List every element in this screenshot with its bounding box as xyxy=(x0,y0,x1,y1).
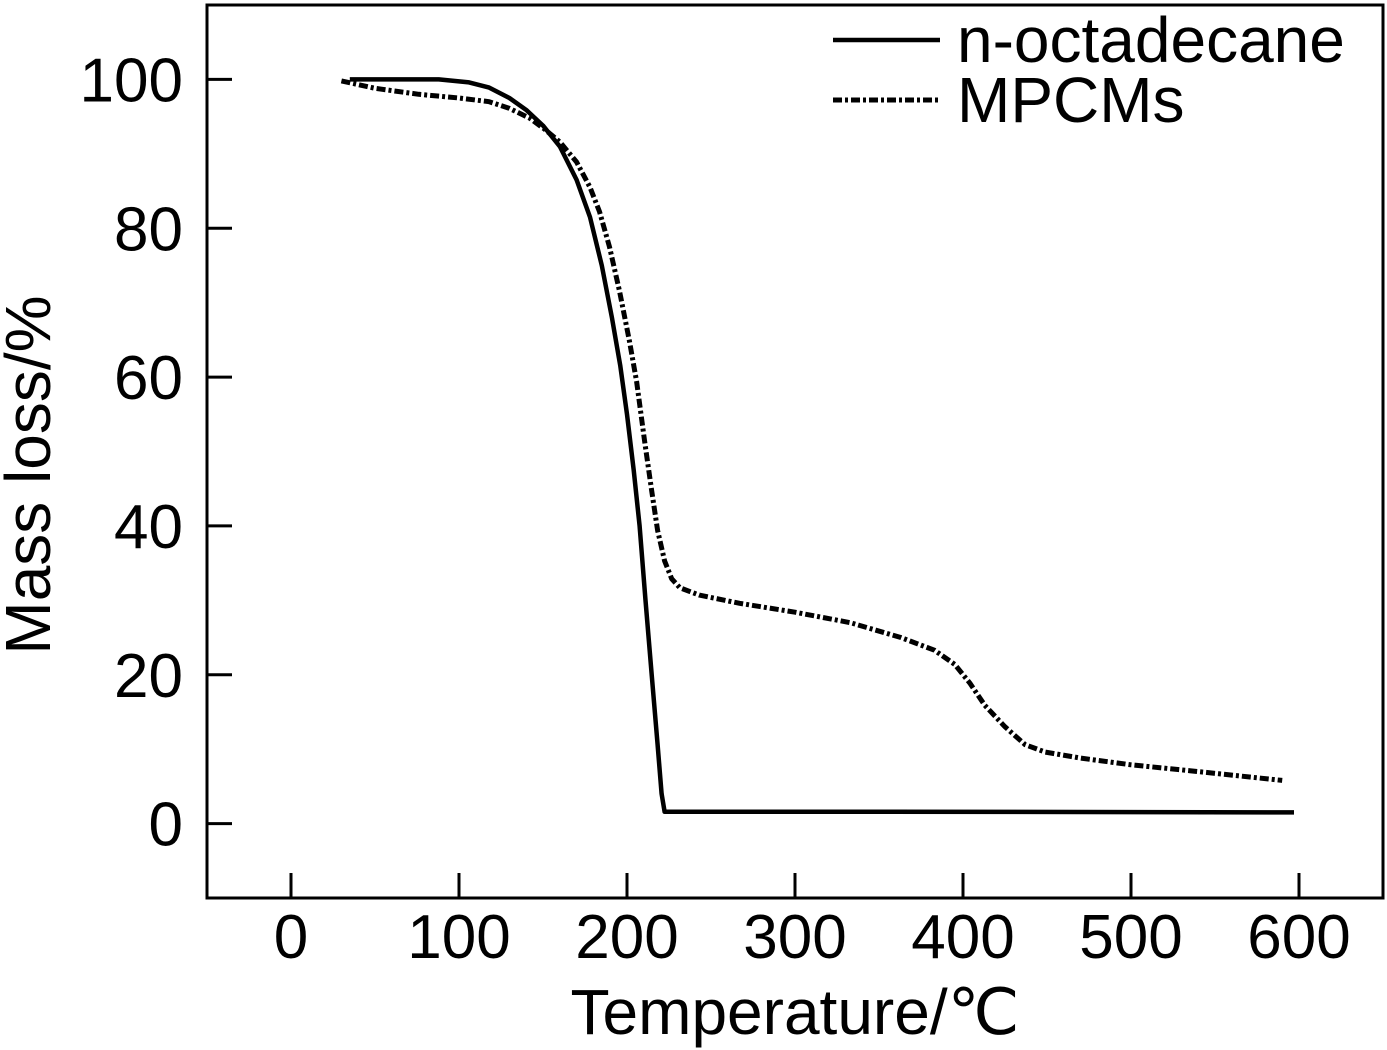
y-tick-label: 0 xyxy=(149,791,183,860)
x-tick-label: 400 xyxy=(911,903,1014,972)
x-tick-label: 500 xyxy=(1079,903,1182,972)
x-axis-label: Temperature/℃ xyxy=(571,976,1020,1048)
x-tick-label: 600 xyxy=(1247,903,1350,972)
legend-label: MPCMs xyxy=(957,64,1185,136)
x-axis: 0 100 200 300 400 500 600 xyxy=(274,873,1351,972)
series-line xyxy=(340,78,1283,783)
y-axis: 0 20 40 60 80 100 xyxy=(80,46,232,860)
legend-label: n-octadecane xyxy=(957,4,1345,76)
y-tick-label: 60 xyxy=(114,344,183,413)
x-tick-label: 0 xyxy=(274,903,308,972)
x-tick-label: 100 xyxy=(407,903,510,972)
x-tick-label: 200 xyxy=(575,903,678,972)
x-tick-label: 300 xyxy=(743,903,846,972)
y-axis-label: Mass loss/% xyxy=(0,295,64,654)
series-layer xyxy=(340,77,1295,815)
y-tick-label: 80 xyxy=(114,195,183,264)
plot-frame xyxy=(205,3,1385,900)
y-tick-label: 20 xyxy=(114,642,183,711)
y-tick-label: 100 xyxy=(80,46,183,115)
series-line xyxy=(349,77,1295,815)
y-tick-label: 40 xyxy=(114,493,183,562)
